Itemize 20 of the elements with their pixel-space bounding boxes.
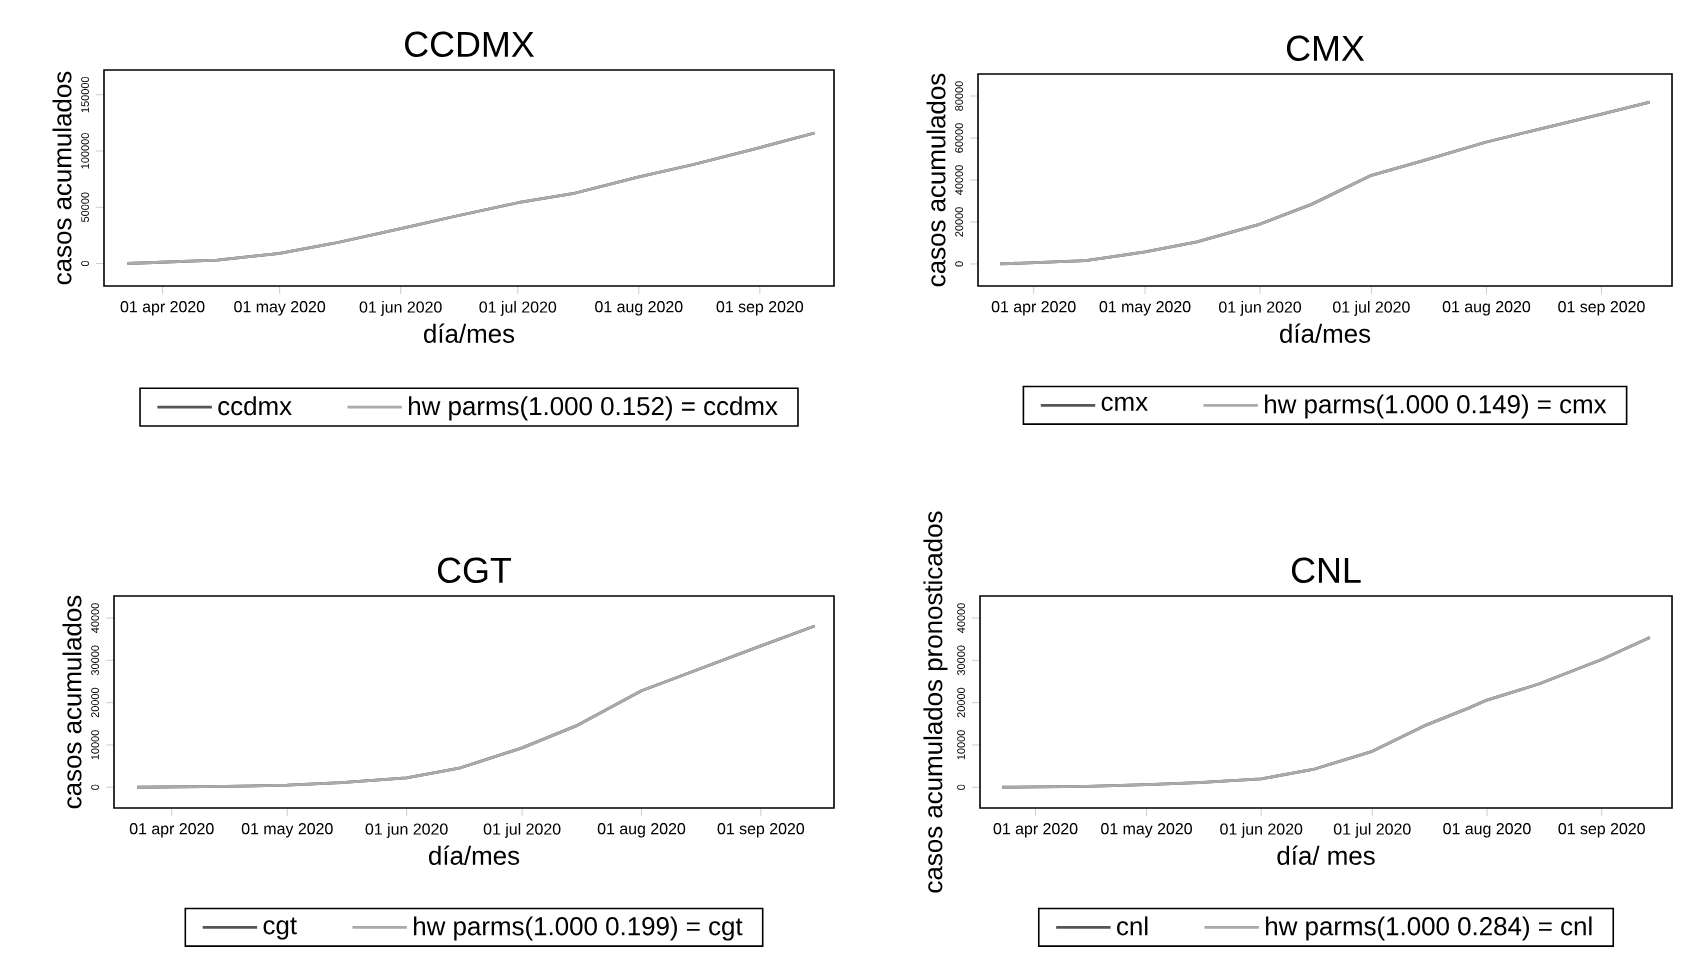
x-axis-title: día/mes: [429, 845, 520, 865]
y-axis-title: casos acumulados: [52, 71, 72, 285]
x-axis-title: día/mes: [1280, 323, 1371, 343]
y-axis-title: casos acumulados pronosticados: [923, 511, 948, 893]
chart-title: CGT: [437, 557, 512, 583]
legend-label: hw parms(1.000 0.149) = cmx: [1265, 394, 1607, 419]
chart-title: CCDMX: [405, 31, 534, 57]
legend-label: ccdmx: [218, 396, 292, 416]
chart-title: CMX: [1286, 35, 1365, 61]
y-axis-title: casos acumulados: [62, 595, 82, 809]
legend-label: hw parms(1.000 0.152) = ccdmx: [409, 396, 778, 421]
x-axis-title: día/mes: [424, 323, 515, 343]
chart-title: CNL: [1291, 557, 1361, 583]
legend-label: cgt: [263, 917, 297, 940]
x-axis-title: día/ mes: [1277, 845, 1375, 865]
y-axis-title: casos acumulados: [926, 73, 946, 287]
legend-label: cmx: [1101, 396, 1148, 412]
legend-label: hw parms(1.000 0.199) = cgt: [414, 916, 743, 941]
legend-label: hw parms(1.000 0.284) = cnl: [1266, 916, 1592, 941]
legend-label: cnl: [1117, 916, 1148, 936]
